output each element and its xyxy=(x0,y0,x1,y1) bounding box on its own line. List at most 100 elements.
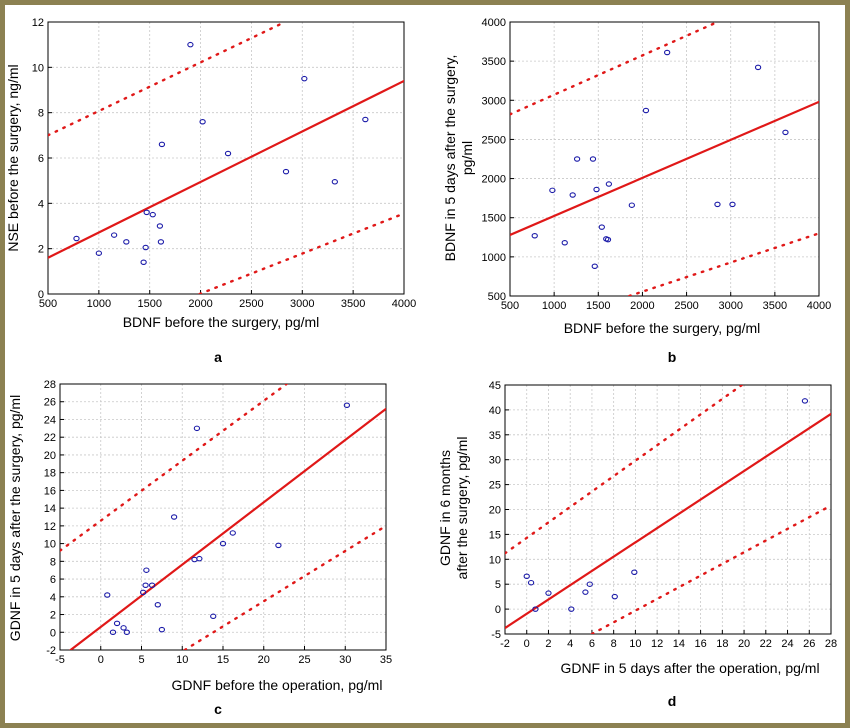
data-point xyxy=(104,592,111,598)
y-tick-label: 1000 xyxy=(482,252,506,264)
y-tick-label: 24 xyxy=(44,414,56,426)
data-point xyxy=(362,116,369,123)
y-tick-label: 0 xyxy=(50,627,56,639)
x-tick-label: 0 xyxy=(524,638,530,650)
x-tick-label: 25 xyxy=(298,654,310,666)
data-point xyxy=(158,626,166,633)
data-point xyxy=(782,129,789,136)
x-tick-label: 1500 xyxy=(586,300,610,312)
data-point xyxy=(628,202,635,208)
x-tick-label: 500 xyxy=(501,300,519,312)
data-point xyxy=(598,224,605,230)
x-tick-label: 16 xyxy=(694,638,706,650)
data-point xyxy=(642,107,650,114)
x-tick-label: 3500 xyxy=(341,298,365,310)
y-tick-label: 2 xyxy=(50,610,56,622)
data-point xyxy=(196,555,203,562)
data-point xyxy=(605,181,613,187)
data-point xyxy=(549,187,556,194)
x-tick-label: 5 xyxy=(138,654,144,666)
data-point xyxy=(142,244,149,251)
data-point xyxy=(210,613,217,620)
data-point xyxy=(586,581,593,587)
regression-line xyxy=(69,407,386,650)
y-axis-label: GDNF in 6 monthsafter the surgery, pg/ml xyxy=(437,437,470,580)
x-tick-label: 18 xyxy=(716,638,728,650)
data-point xyxy=(545,590,552,596)
chart-panel-b: 500 1000 1500 2000 2500 3000 3500 4000 500 1000 15… xyxy=(442,17,831,365)
data-point xyxy=(140,259,147,266)
x-tick-label: 10 xyxy=(629,638,641,650)
x-tick-label: 10 xyxy=(176,654,188,666)
y-tick-label: 3500 xyxy=(482,56,506,68)
y-tick-label: 2000 xyxy=(482,174,506,186)
lower-confidence-line xyxy=(183,524,386,650)
y-tick-label: 2500 xyxy=(482,134,506,146)
x-tick-label: 1000 xyxy=(542,300,566,312)
y-tick-label: 12 xyxy=(32,17,44,29)
y-tick-label: 40 xyxy=(489,405,501,417)
x-tick-label: 2000 xyxy=(188,298,212,310)
data-point xyxy=(343,402,351,409)
data-point xyxy=(561,240,568,246)
x-tick-label: -2 xyxy=(500,638,510,650)
x-tick-label: 12 xyxy=(651,638,663,650)
y-tick-label: 45 xyxy=(489,380,501,392)
y-tick-label: 4 xyxy=(50,592,56,604)
data-point xyxy=(170,514,178,520)
y-tick-label: 18 xyxy=(44,468,56,480)
y-tick-label: -2 xyxy=(46,645,56,657)
x-tick-label: 24 xyxy=(781,638,793,650)
x-tick-label: 6 xyxy=(589,638,595,650)
x-tick-label: 15 xyxy=(217,654,229,666)
x-tick-label: 3000 xyxy=(718,300,742,312)
data-point xyxy=(110,232,118,238)
x-axis-label: GDNF before the operation, pg/ml xyxy=(172,677,383,693)
x-tick-label: 4 xyxy=(567,638,573,650)
data-point xyxy=(120,625,127,631)
data-point xyxy=(582,589,589,595)
data-point xyxy=(113,620,121,627)
y-tick-label: 6 xyxy=(38,153,44,165)
data-point xyxy=(95,250,103,256)
x-tick-label: 0 xyxy=(98,654,104,666)
y-tick-label: 8 xyxy=(50,556,56,568)
x-tick-label: 2000 xyxy=(630,300,654,312)
x-tick-label: 3000 xyxy=(290,298,314,310)
panel-label-b: b xyxy=(668,349,677,365)
data-point xyxy=(589,156,597,162)
data-point xyxy=(143,567,150,573)
data-point xyxy=(663,49,671,56)
upper-confidence-line xyxy=(510,22,719,116)
x-tick-label: 500 xyxy=(39,298,57,310)
data-point xyxy=(631,569,638,575)
x-tick-label: 4000 xyxy=(392,298,416,310)
x-tick-label: 28 xyxy=(825,638,837,650)
chart-panel-d: -2 0 2 4 6 8 10 12 14 16 18 20 22 24 26 28-505101520253… xyxy=(437,380,837,709)
chart-panel-c: -5 0 5 10 15 20 25 30 35-20246810121416182022242… xyxy=(7,379,392,717)
x-tick-label: -5 xyxy=(55,654,65,666)
data-point xyxy=(148,582,156,589)
data-point xyxy=(729,201,736,208)
y-tick-label: 25 xyxy=(489,480,501,492)
y-tick-label: 8 xyxy=(38,108,44,120)
data-point xyxy=(527,579,535,586)
x-tick-label: 8 xyxy=(611,638,617,650)
data-point xyxy=(123,239,130,245)
data-point xyxy=(282,168,290,175)
lower-confidence-line xyxy=(627,232,819,296)
data-point xyxy=(591,263,598,270)
x-tick-label: 20 xyxy=(738,638,750,650)
y-tick-label: 26 xyxy=(44,397,56,409)
panel-label-d: d xyxy=(668,693,677,709)
data-point xyxy=(611,593,618,600)
y-tick-label: 2 xyxy=(38,244,44,256)
data-point xyxy=(73,235,80,242)
y-tick-label: -5 xyxy=(491,629,501,641)
x-tick-label: 2 xyxy=(545,638,551,650)
y-axis-label: GDNF in 5 days after the surgery, pg/ml xyxy=(7,395,23,641)
y-tick-label: 10 xyxy=(32,62,44,74)
regression-line xyxy=(48,79,404,259)
y-axis-label: BDNF in 5 days after the surgery,pg/ml xyxy=(442,55,475,262)
data-point xyxy=(714,201,721,208)
